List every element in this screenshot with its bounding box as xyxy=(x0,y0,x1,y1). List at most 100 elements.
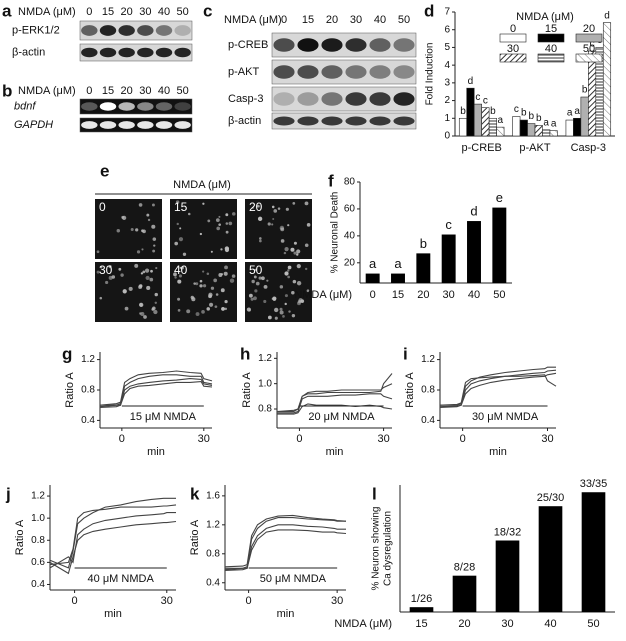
cell xyxy=(272,217,275,220)
y-axis-label: % Neuron showing xyxy=(371,507,382,591)
bar xyxy=(481,107,490,137)
cell xyxy=(284,294,288,298)
x-tick-label: p-AKT xyxy=(519,142,550,154)
cell xyxy=(138,203,143,207)
cell xyxy=(300,299,305,303)
cell xyxy=(296,264,301,269)
x-tick-label: 0 xyxy=(246,595,252,607)
legend-label: 30 xyxy=(507,43,519,55)
cell xyxy=(248,293,253,298)
x-tick-label: 30 xyxy=(161,595,173,607)
x-axis-label: min xyxy=(489,446,507,458)
x-tick-label: 0 xyxy=(370,289,376,301)
x-tick-label: Casp-3 xyxy=(571,142,606,154)
cell xyxy=(290,247,295,252)
bar-annotation: 25/30 xyxy=(537,492,565,504)
panel-letter: d xyxy=(424,1,434,20)
blot-band xyxy=(273,65,295,79)
bar-letter: b xyxy=(528,111,534,122)
cell xyxy=(149,277,154,282)
cell xyxy=(229,278,235,283)
y-axis-label: Ratio A xyxy=(241,372,253,408)
blot-band xyxy=(393,116,415,126)
stimulus-label: 20 μM NMDA xyxy=(308,411,375,423)
y-tick-label: 20 xyxy=(344,257,356,268)
bar xyxy=(588,50,597,137)
bar xyxy=(565,119,574,137)
cell xyxy=(288,310,291,313)
cell xyxy=(195,282,199,286)
bar xyxy=(416,253,431,283)
blot-band xyxy=(369,65,391,79)
bar xyxy=(473,103,482,137)
dose-label: 0 xyxy=(86,85,92,97)
dose-label: 30 xyxy=(139,85,151,97)
bar-letter: a xyxy=(498,115,504,126)
bar xyxy=(519,119,528,137)
blot-band xyxy=(174,102,191,111)
legend-swatch xyxy=(575,33,603,43)
legend-title: NMDA (μM) xyxy=(516,11,574,23)
bar xyxy=(391,273,405,283)
bar-letter: a xyxy=(567,108,573,119)
cell xyxy=(155,266,158,270)
cell xyxy=(202,270,205,273)
cell xyxy=(144,268,150,273)
cell xyxy=(283,251,287,255)
bar-annotation: 33/35 xyxy=(580,478,608,490)
bar xyxy=(542,129,551,137)
bar-letter: b xyxy=(460,106,466,117)
trace xyxy=(99,381,213,409)
cell xyxy=(292,279,297,284)
cell xyxy=(279,310,284,315)
cell xyxy=(254,289,258,293)
cell xyxy=(251,279,255,284)
bar xyxy=(467,221,481,283)
cell xyxy=(152,237,157,241)
cell xyxy=(257,204,260,208)
bar xyxy=(580,96,589,137)
blot-strip xyxy=(271,32,417,58)
cell xyxy=(122,289,127,294)
blot-band xyxy=(81,121,98,129)
tile-label: 30 xyxy=(99,263,113,277)
cell xyxy=(291,313,296,318)
blot-band xyxy=(273,92,295,106)
cell xyxy=(232,212,236,216)
y-axis-label: Ratio A xyxy=(64,372,76,408)
cell xyxy=(152,249,156,253)
cell xyxy=(99,296,103,300)
x-tick-label: 0 xyxy=(119,433,125,445)
cell xyxy=(174,276,177,279)
tile-label: 15 xyxy=(174,200,188,214)
x-tick-label: 20 xyxy=(417,289,429,301)
cell xyxy=(224,265,228,270)
blot-band xyxy=(174,121,191,129)
bar xyxy=(534,125,543,137)
cell xyxy=(271,223,274,226)
blot-band xyxy=(99,47,117,58)
x-tick-label: 0 xyxy=(72,595,78,607)
cell xyxy=(218,273,223,277)
x-tick-label: 30 xyxy=(443,289,455,301)
bar xyxy=(441,234,456,283)
cell xyxy=(191,297,196,302)
x-axis-label: min xyxy=(277,608,295,620)
cell xyxy=(284,302,287,306)
blot-band xyxy=(118,121,135,129)
blot-band xyxy=(137,102,154,111)
y-tick-label: 1.2 xyxy=(258,353,272,364)
blot-band xyxy=(345,92,367,106)
cell xyxy=(231,274,236,278)
legend-swatch xyxy=(575,53,603,63)
blot-row-label: β-actin xyxy=(12,46,45,58)
cell xyxy=(142,270,146,274)
cell xyxy=(136,250,141,254)
x-axis-label: min xyxy=(147,446,165,458)
stimulus-label: 30 μM NMDA xyxy=(472,411,539,423)
blot-band xyxy=(155,121,173,129)
cell xyxy=(179,227,182,230)
blot-band xyxy=(393,38,415,52)
legend-label: 20 xyxy=(583,23,595,35)
cell xyxy=(296,280,302,286)
